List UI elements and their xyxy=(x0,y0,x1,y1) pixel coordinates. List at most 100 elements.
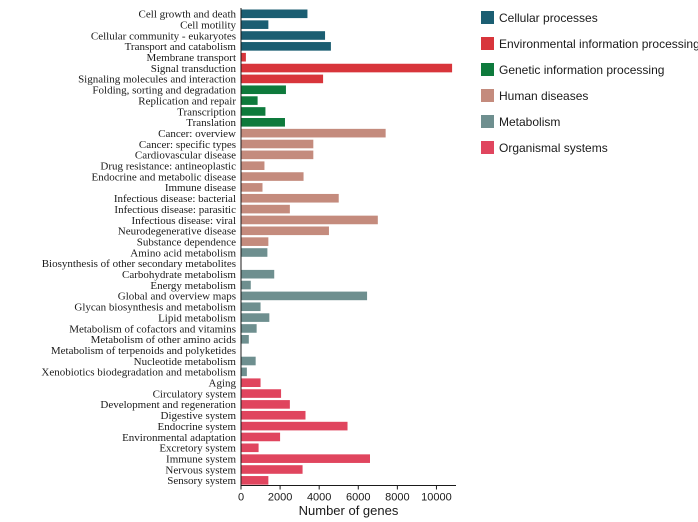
x-tick-label: 10000 xyxy=(421,492,452,504)
bars xyxy=(241,9,453,485)
category-label: Endocrine and metabolic disease xyxy=(92,171,237,183)
category-label: Signal transduction xyxy=(151,63,237,75)
category-label: Cellular community - eukaryotes xyxy=(91,30,236,42)
category-label: Cardiovascular disease xyxy=(135,150,236,162)
bar xyxy=(241,269,275,279)
bar xyxy=(241,183,263,192)
legend: Cellular processes Environmental informat… xyxy=(481,11,698,155)
category-label: Global and overview maps xyxy=(118,291,236,303)
category-label: Immune system xyxy=(166,453,236,465)
legend-label: Organismal systems xyxy=(499,141,608,155)
x-axis-title: Number of genes xyxy=(299,503,399,518)
x-tick-label: 2000 xyxy=(268,492,292,504)
legend-label: Cellular processes xyxy=(499,11,598,25)
bar xyxy=(241,356,256,366)
category-label: Energy metabolism xyxy=(150,280,236,292)
x-tick-label: 6000 xyxy=(346,492,370,504)
category-label: Infectious disease: viral xyxy=(132,215,236,227)
bar xyxy=(241,454,370,463)
bar xyxy=(241,74,324,84)
bar xyxy=(241,128,386,138)
category-label: Development and regeneration xyxy=(100,399,236,411)
legend-swatch xyxy=(481,141,494,154)
bar xyxy=(241,313,270,322)
bar xyxy=(241,367,247,377)
category-label: Amino acid metabolism xyxy=(130,247,236,259)
category-label: Sensory system xyxy=(167,475,236,487)
category-label: Infectious disease: bacterial xyxy=(114,193,236,205)
bar xyxy=(241,20,269,29)
bar xyxy=(241,9,308,19)
category-label: Neurodegenerative disease xyxy=(118,226,236,238)
legend-swatch xyxy=(481,11,494,24)
bar xyxy=(241,378,261,387)
category-label: Carbohydrate metabolism xyxy=(122,269,236,281)
bar xyxy=(241,421,348,431)
bar xyxy=(241,324,257,333)
bar xyxy=(241,107,266,116)
category-label: Biosynthesis of other secondary metaboli… xyxy=(42,258,236,270)
legend-label: Human diseases xyxy=(499,89,588,103)
bar xyxy=(241,215,378,225)
category-label: Endocrine system xyxy=(157,421,236,433)
category-label: Drug resistance: antineoplastic xyxy=(100,161,236,173)
bar xyxy=(241,248,268,257)
category-label: Infectious disease: parasitic xyxy=(114,204,236,216)
bar xyxy=(241,291,368,301)
bar xyxy=(241,193,339,203)
category-label: Transcription xyxy=(177,106,236,118)
legend-label: Genetic information processing xyxy=(499,63,664,77)
bar xyxy=(241,118,285,127)
category-label: Metabolism of other amino acids xyxy=(91,334,236,346)
x-tick-label: 8000 xyxy=(385,492,409,504)
category-label: Excretory system xyxy=(159,443,236,455)
category-label: Nucleotide metabolism xyxy=(134,356,237,368)
bar xyxy=(241,204,290,214)
category-label: Cancer: specific types xyxy=(139,139,236,151)
bar xyxy=(241,42,331,51)
bar xyxy=(241,432,281,442)
category-label: Cell growth and death xyxy=(139,9,237,21)
bar xyxy=(241,172,304,181)
bar xyxy=(241,150,314,160)
bar xyxy=(241,52,246,62)
x-tick-label: 0 xyxy=(238,492,244,504)
bar xyxy=(241,237,269,246)
bar xyxy=(241,280,251,290)
bar xyxy=(241,476,269,485)
category-label: Translation xyxy=(186,117,236,129)
category-label: Environmental adaptation xyxy=(122,432,236,444)
bar xyxy=(241,443,259,453)
legend-swatch xyxy=(481,63,494,76)
legend-label: Environmental information processing xyxy=(499,37,698,51)
category-label: Metabolism of cofactors and vitamins xyxy=(69,323,236,335)
category-label: Membrane transport xyxy=(147,52,237,64)
bar xyxy=(241,31,326,40)
bar xyxy=(241,335,249,344)
x-tick-label: 4000 xyxy=(307,492,331,504)
bar xyxy=(241,389,282,398)
legend-swatch xyxy=(481,89,494,102)
category-label: Xenobiotics biodegradation and metabolis… xyxy=(41,367,236,379)
category-label: Transport and catabolism xyxy=(125,41,237,53)
category-label: Metabolism of terpenoids and polyketides xyxy=(51,345,236,357)
bar xyxy=(241,226,329,236)
bar xyxy=(241,161,265,170)
legend-swatch xyxy=(481,115,494,128)
bar xyxy=(241,465,303,474)
category-label: Circulatory system xyxy=(153,388,237,400)
legend-swatch xyxy=(481,37,494,50)
category-label: Aging xyxy=(209,378,237,390)
category-label: Signaling molecules and interaction xyxy=(78,74,236,86)
bar xyxy=(241,96,258,105)
category-label: Nervous system xyxy=(165,464,236,476)
x-axis: 0 2000 4000 6000 8000 10000 xyxy=(238,8,456,504)
legend-label: Metabolism xyxy=(499,115,560,129)
bar xyxy=(241,410,306,420)
bar xyxy=(241,85,286,95)
category-label: Replication and repair xyxy=(138,95,236,107)
bar xyxy=(241,139,314,149)
category-label: Substance dependence xyxy=(137,236,236,248)
category-label: Lipid metabolism xyxy=(158,312,236,324)
